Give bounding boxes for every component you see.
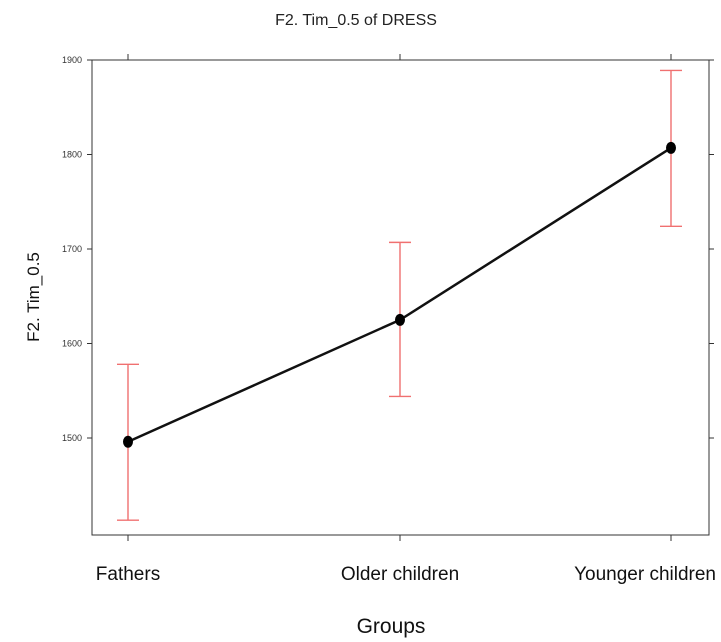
y-tick-label: 1500 <box>62 433 82 443</box>
x-category-label: Fathers <box>96 564 160 585</box>
x-category-label: Younger children <box>574 564 716 585</box>
y-tick-label: 1800 <box>62 150 82 160</box>
y-tick-label: 1700 <box>62 244 82 254</box>
data-point <box>666 141 676 154</box>
x-category-label: Older children <box>341 564 459 585</box>
y-tick-label: 1900 <box>62 55 82 65</box>
data-point <box>123 435 133 448</box>
x-axis-label: Groups <box>357 615 426 638</box>
data-points <box>123 141 676 448</box>
y-axis-label: F2. Tim_0.5 <box>24 252 43 342</box>
y-axis: 1500 1600 1700 1800 1900 <box>62 55 714 443</box>
data-point <box>395 313 405 326</box>
x-axis: Fathers Older children Younger children <box>96 54 716 585</box>
y-tick-label: 1600 <box>62 339 82 349</box>
chart-title: F2. Tim_0.5 of DRESS <box>275 12 437 29</box>
error-bars <box>117 69 682 521</box>
